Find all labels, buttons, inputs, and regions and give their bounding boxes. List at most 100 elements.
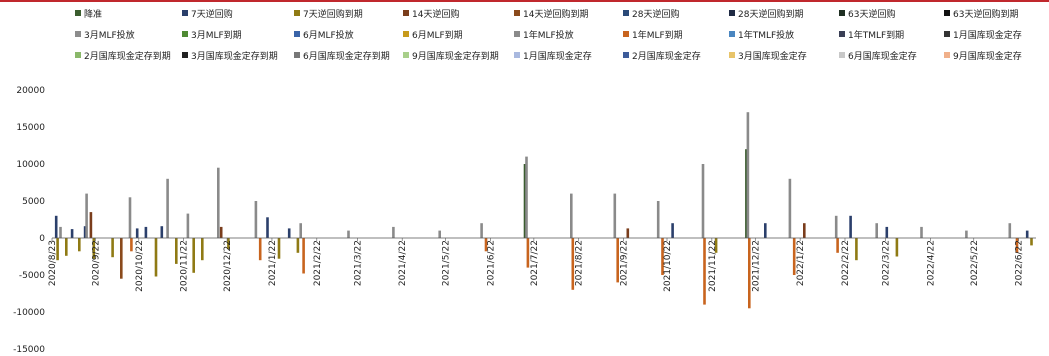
legend-item: 9月国库现金定存 xyxy=(944,48,1022,62)
bar xyxy=(661,238,664,275)
legend-swatch xyxy=(514,52,520,58)
legend-label: 1年TMLF到期 xyxy=(848,30,905,41)
bar xyxy=(571,238,575,290)
bar xyxy=(89,212,93,238)
bar xyxy=(1015,238,1019,253)
bar xyxy=(484,238,488,252)
legend-swatch xyxy=(514,31,520,37)
bar xyxy=(111,238,114,258)
legend-label: 9月国库现金定存 xyxy=(953,51,1022,62)
legend-label: 63天逆回购 xyxy=(848,9,896,20)
legend-item: 3月MLF投放 xyxy=(75,27,135,41)
x-tick-label: 2021/4/22 xyxy=(398,240,408,286)
y-tick-label: 0 xyxy=(39,234,45,244)
legend-item: 63天逆回购到期 xyxy=(944,6,1018,20)
x-tick-label: 2021/2/22 xyxy=(313,240,323,286)
legend-swatch xyxy=(294,10,300,16)
legend-item: 63天逆回购 xyxy=(839,6,895,20)
bar xyxy=(258,238,262,261)
legend-label: 2月国库现金定存到期 xyxy=(84,51,171,62)
bar xyxy=(703,238,706,305)
legend-item: 2月国库现金定存 xyxy=(623,48,701,62)
bar xyxy=(166,178,169,238)
legend-item: 2月国库现金定存到期 xyxy=(75,48,171,62)
bar xyxy=(217,167,220,238)
bar xyxy=(525,156,528,238)
legend-item: 9月国库现金定存到期 xyxy=(403,48,499,62)
legend-swatch xyxy=(944,31,950,37)
legend-swatch xyxy=(75,52,81,58)
x-tick-label: 2021/6/22 xyxy=(487,240,497,286)
bar xyxy=(480,223,483,238)
legend-swatch xyxy=(839,31,845,37)
bar xyxy=(70,229,74,238)
legend-label: 7天逆回购到期 xyxy=(303,9,363,20)
legend-label: 14天逆回购到期 xyxy=(523,9,589,20)
legend-swatch xyxy=(839,10,845,16)
legend-label: 63天逆回购到期 xyxy=(953,9,1019,20)
bar xyxy=(748,238,751,309)
legend-swatch xyxy=(944,52,950,58)
legend-item: 28天逆回购 xyxy=(623,6,679,20)
bar xyxy=(299,223,302,238)
bar xyxy=(803,223,806,238)
bar xyxy=(287,228,291,238)
bar xyxy=(613,193,617,238)
x-tick-label: 2021/12/22 xyxy=(751,240,761,292)
legend-swatch xyxy=(294,52,300,58)
x-tick-label: 2022/3/22 xyxy=(882,240,892,286)
legend-item: 1年MLF到期 xyxy=(623,27,683,41)
legend-item: 1年TMLF到期 xyxy=(839,27,904,41)
legend-swatch xyxy=(182,31,188,37)
bar xyxy=(83,226,87,238)
bar xyxy=(1008,223,1012,238)
x-tick-label: 2020/11/22 xyxy=(180,240,190,292)
legend-label: 1年MLF投放 xyxy=(523,30,574,41)
bar xyxy=(834,215,838,238)
chart-legend: 降准 7天逆回购 7天逆回购到期 14天逆回购 14天逆回购到期 28天逆回购 28天逆回购… xyxy=(0,0,1049,70)
x-tick-label: 2021/9/22 xyxy=(620,240,630,286)
legend-label: 1年MLF到期 xyxy=(632,30,683,41)
x-tick-label: 2020/10/22 xyxy=(135,240,145,292)
bar xyxy=(120,238,123,279)
bar xyxy=(266,217,269,238)
bar xyxy=(128,197,132,238)
legend-swatch xyxy=(729,10,735,16)
x-tick-label: 2022/2/22 xyxy=(841,240,851,286)
bar xyxy=(626,228,630,238)
legend-item: 14天逆回购到期 xyxy=(514,6,588,20)
legend-item: 1月国库现金定存 xyxy=(514,48,592,62)
legend-label: 6月MLF投放 xyxy=(303,30,354,41)
bar xyxy=(219,226,223,238)
bar xyxy=(59,226,62,238)
legend-swatch xyxy=(514,10,520,16)
bar xyxy=(277,238,281,259)
bar xyxy=(836,238,839,253)
bar xyxy=(85,193,88,238)
legend-swatch xyxy=(729,52,735,58)
bar xyxy=(65,238,68,256)
bar xyxy=(347,230,350,238)
x-tick-label: 2021/11/22 xyxy=(708,240,718,292)
bar xyxy=(570,193,573,238)
bar xyxy=(792,238,796,275)
y-tick-label: 5000 xyxy=(22,197,45,207)
x-tick-label: 2021/8/22 xyxy=(575,240,585,286)
top-accent-line xyxy=(0,0,1049,2)
legend-item: 3月国库现金定存到期 xyxy=(182,48,278,62)
legend-swatch xyxy=(623,31,629,37)
legend-swatch xyxy=(623,52,629,58)
legend-swatch xyxy=(75,31,81,37)
bar xyxy=(746,112,750,238)
x-tick-label: 2021/5/22 xyxy=(442,240,452,286)
bar xyxy=(130,238,133,252)
bar xyxy=(1030,238,1033,246)
legend-swatch xyxy=(839,52,845,58)
x-tick-label: 2020/8/23 xyxy=(48,240,58,286)
legend-item: 1年MLF投放 xyxy=(514,27,574,41)
legend-label: 6月国库现金定存 xyxy=(848,51,917,62)
legend-label: 1年TMLF投放 xyxy=(738,30,795,41)
bar xyxy=(526,238,530,268)
bar xyxy=(965,230,968,238)
y-tick-label: -10000 xyxy=(13,308,45,318)
